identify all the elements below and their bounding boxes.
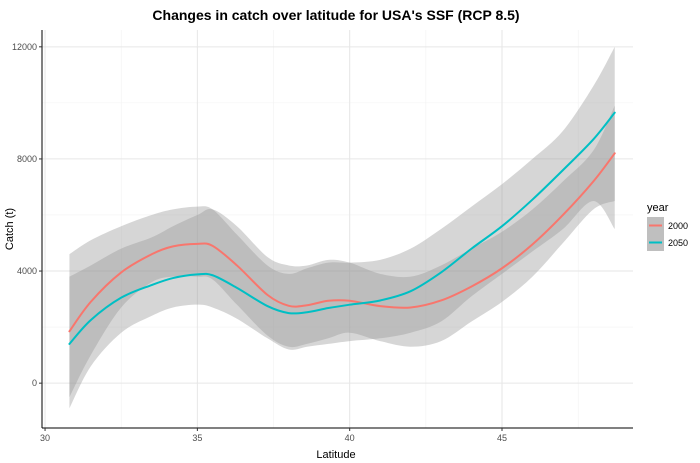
x-tick-label: 45 [497, 433, 507, 443]
x-axis-title: Latitude [316, 449, 355, 461]
legend-label-2050: 2050 [668, 238, 688, 248]
x-tick-label: 35 [192, 433, 202, 443]
y-tick-label: 12000 [12, 42, 37, 52]
legend-label-2000: 2000 [668, 221, 688, 231]
confidence-bands [69, 46, 615, 409]
legend: year 2000 2050 [647, 202, 688, 251]
y-tick-label: 8000 [17, 154, 37, 164]
y-tick-label: 4000 [17, 266, 37, 276]
y-axis-title: Catch (t) [4, 208, 16, 250]
legend-title: year [647, 202, 669, 214]
x-axis: 30 35 40 45 [40, 427, 633, 443]
x-tick-label: 40 [345, 433, 355, 443]
y-tick-label: 0 [32, 378, 37, 388]
chart-title: Changes in catch over latitude for USA's… [152, 7, 519, 23]
series-line-2050 [68, 111, 616, 345]
confidence-band-2000 [69, 105, 615, 398]
x-tick-label: 30 [40, 433, 50, 443]
plot-panel [42, 30, 633, 428]
series-lines [68, 111, 616, 345]
series-line-2000 [68, 152, 616, 333]
grid-lines [42, 30, 633, 428]
y-axis: 0 4000 8000 12000 [12, 30, 43, 428]
confidence-band-2050 [69, 46, 615, 409]
